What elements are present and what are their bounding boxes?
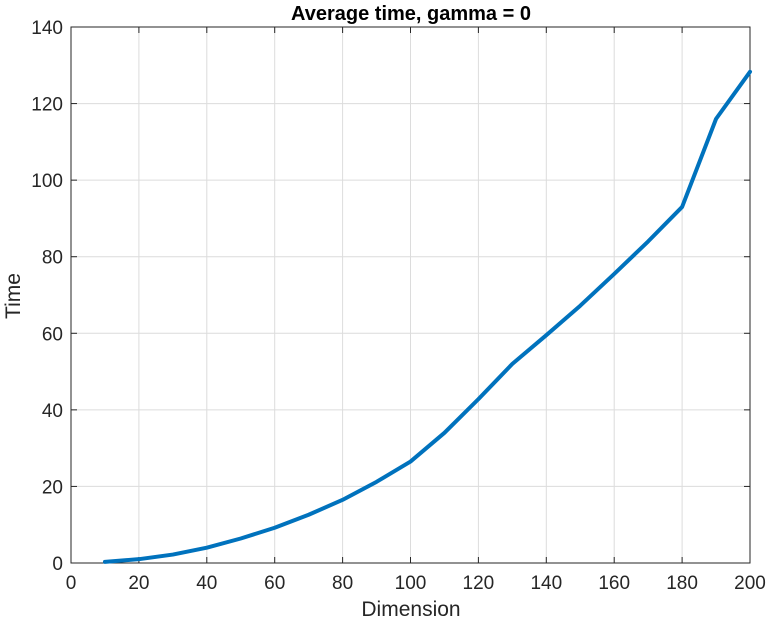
x-tick-label: 140 [530,573,562,594]
y-tick-label: 80 [42,248,63,269]
x-tick-label: 40 [196,573,217,594]
chart-title: Average time, gamma = 0 [291,3,531,25]
x-tick-label: 60 [264,573,285,594]
y-tick-label: 40 [42,401,63,422]
x-tick-label: 180 [666,573,698,594]
y-axis-label: Time [2,273,25,319]
y-tick-label: 20 [42,477,63,498]
y-tick-label: 140 [31,18,63,39]
series-line [102,69,752,564]
series-lines [102,69,752,564]
x-tick-label: 80 [332,573,353,594]
x-axis-label: Dimension [361,598,460,620]
x-tick-label: 0 [66,573,77,594]
y-tick-label: 60 [42,324,63,345]
y-tick-label: 0 [52,554,63,575]
x-tick-label: 200 [734,573,766,594]
x-tick-label: 20 [128,573,149,594]
grid-lines [70,26,751,564]
x-tick-label: 100 [395,573,427,594]
y-tick-label: 120 [31,95,63,116]
y-tick-label: 100 [31,171,63,192]
x-tick-label: 160 [598,573,630,594]
tick-labels: 0 20 40 60 80 100 120 140 160 180 200 0 20 40 60 80 100 1… [31,18,766,594]
x-tick-label: 120 [463,573,495,594]
